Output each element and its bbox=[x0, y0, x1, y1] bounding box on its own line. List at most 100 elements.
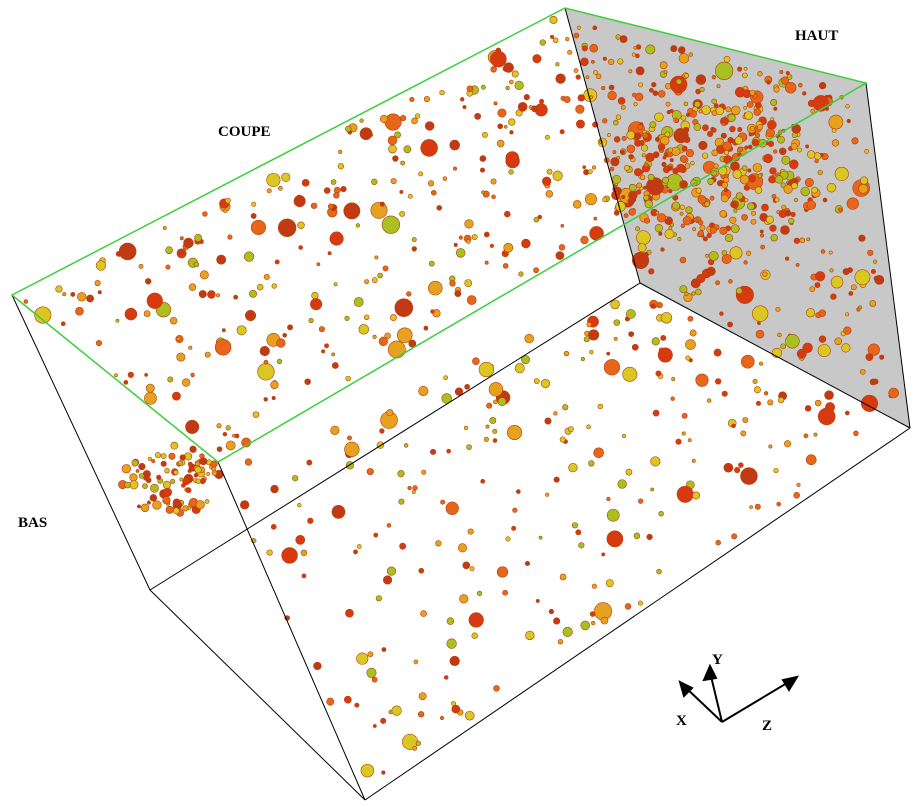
particle bbox=[576, 75, 581, 80]
particle bbox=[712, 75, 716, 79]
particle bbox=[477, 591, 482, 596]
particle bbox=[664, 71, 667, 74]
particle bbox=[678, 47, 685, 54]
particle bbox=[763, 272, 768, 277]
particle bbox=[730, 201, 736, 207]
particle bbox=[640, 175, 645, 180]
particle bbox=[383, 576, 392, 585]
particle bbox=[569, 463, 578, 472]
particle bbox=[534, 378, 539, 383]
particle bbox=[670, 158, 673, 161]
particle bbox=[750, 506, 753, 509]
particle bbox=[607, 509, 619, 521]
particle bbox=[217, 255, 226, 264]
particle bbox=[641, 145, 647, 151]
particle bbox=[524, 94, 530, 100]
particle bbox=[166, 506, 173, 513]
particle bbox=[734, 209, 737, 212]
particle bbox=[431, 190, 436, 195]
particle bbox=[722, 122, 725, 125]
particle bbox=[447, 618, 454, 625]
particle bbox=[636, 67, 644, 75]
particle bbox=[601, 86, 604, 89]
particle bbox=[610, 167, 614, 171]
particle bbox=[760, 230, 763, 233]
axis-triad bbox=[680, 666, 797, 722]
particle bbox=[692, 459, 695, 462]
particle bbox=[794, 238, 800, 244]
particle bbox=[819, 82, 826, 89]
particle bbox=[745, 111, 753, 119]
particle bbox=[714, 103, 718, 107]
particle bbox=[794, 492, 800, 498]
particle bbox=[638, 601, 643, 606]
particle bbox=[724, 56, 730, 62]
particle bbox=[767, 80, 771, 84]
particle bbox=[602, 198, 606, 202]
particle bbox=[748, 145, 752, 149]
particle bbox=[195, 467, 202, 474]
particle bbox=[800, 238, 805, 243]
particle bbox=[623, 367, 637, 381]
particle bbox=[466, 240, 470, 244]
particle bbox=[868, 250, 874, 256]
particle bbox=[741, 431, 746, 436]
particle bbox=[144, 392, 156, 404]
particle bbox=[424, 326, 428, 330]
particle bbox=[879, 355, 884, 360]
particle bbox=[583, 166, 586, 169]
particle bbox=[525, 631, 534, 640]
particle bbox=[774, 107, 778, 111]
particle bbox=[676, 439, 681, 444]
particle bbox=[475, 113, 481, 119]
particle bbox=[681, 116, 686, 121]
particle bbox=[177, 337, 180, 340]
particle bbox=[522, 239, 531, 248]
particle bbox=[829, 115, 843, 129]
particle bbox=[785, 334, 799, 348]
particle bbox=[832, 140, 839, 147]
particle bbox=[278, 219, 296, 237]
particle bbox=[748, 169, 752, 173]
particle bbox=[564, 96, 570, 102]
particle bbox=[481, 479, 485, 483]
particle bbox=[684, 74, 688, 78]
particle bbox=[564, 351, 569, 356]
particle bbox=[147, 501, 151, 505]
particle bbox=[579, 543, 585, 549]
particle bbox=[199, 290, 206, 297]
particle bbox=[669, 226, 672, 229]
particle bbox=[686, 207, 693, 214]
particle bbox=[710, 227, 716, 233]
particle bbox=[716, 540, 721, 545]
particle bbox=[715, 379, 721, 385]
particle bbox=[324, 188, 330, 194]
particle bbox=[503, 590, 508, 595]
particle bbox=[146, 478, 151, 483]
particle bbox=[271, 381, 279, 389]
particle bbox=[774, 468, 779, 473]
particle bbox=[724, 177, 729, 182]
particle bbox=[668, 148, 673, 153]
particle bbox=[680, 257, 686, 263]
particle bbox=[186, 420, 199, 433]
particle bbox=[222, 329, 225, 332]
particle bbox=[490, 51, 506, 67]
particle bbox=[493, 429, 497, 433]
particle bbox=[577, 26, 581, 30]
particle bbox=[317, 263, 320, 266]
particle bbox=[665, 132, 670, 137]
particle bbox=[761, 245, 765, 249]
particle bbox=[332, 353, 335, 356]
particle bbox=[745, 146, 748, 149]
particle bbox=[479, 362, 494, 377]
particle bbox=[166, 247, 173, 254]
particle bbox=[493, 439, 497, 443]
particle bbox=[206, 472, 209, 475]
particle bbox=[467, 86, 473, 92]
particle bbox=[470, 567, 474, 571]
particle bbox=[275, 260, 279, 264]
particle bbox=[287, 325, 292, 330]
particle bbox=[626, 309, 635, 318]
particle bbox=[463, 105, 466, 108]
